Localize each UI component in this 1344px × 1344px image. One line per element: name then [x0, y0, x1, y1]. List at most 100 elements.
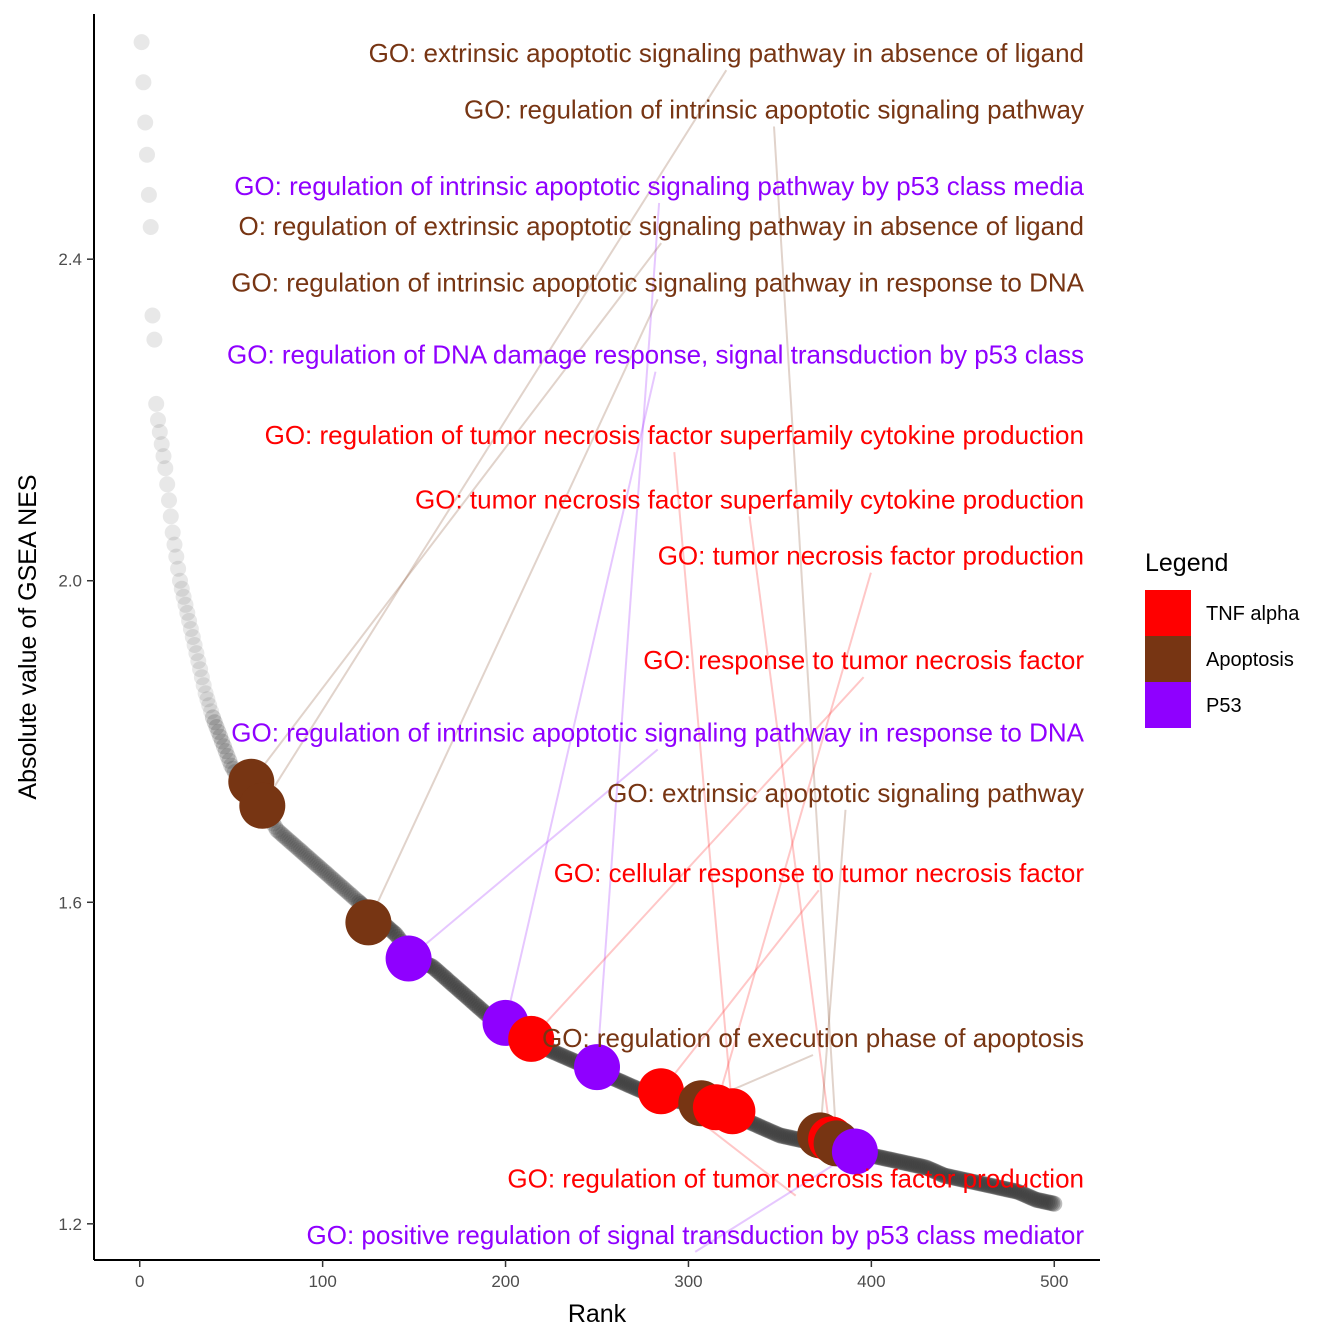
background-point [956, 1172, 973, 1188]
x-tick-label: 0 [135, 1272, 144, 1291]
background-point [142, 219, 159, 235]
x-axis-title: Rank [568, 1300, 627, 1328]
background-point [750, 1117, 766, 1134]
background-point [775, 1128, 792, 1145]
background-point [1046, 1195, 1063, 1212]
background-point [157, 460, 174, 477]
background-point [1033, 1192, 1050, 1209]
background-point [1028, 1191, 1044, 1208]
background-point [329, 875, 346, 891]
background-point [466, 995, 483, 1012]
go-term-label: GO: regulation of tumor necrosis factor … [265, 420, 1084, 450]
background-point [287, 838, 304, 854]
background-point [781, 1129, 798, 1146]
background-point [556, 1048, 573, 1065]
background-point [958, 1172, 975, 1189]
x-tick-label: 500 [1040, 1272, 1068, 1291]
background-point [995, 1180, 1012, 1197]
label-connector [367, 298, 659, 923]
go-term-label: GO: tumor necrosis factor superfamily cy… [415, 484, 1084, 514]
highlighted-point [239, 782, 286, 829]
background-point [144, 307, 161, 324]
background-point [312, 860, 329, 877]
go-term-label: GO: tumor necrosis factor production [658, 541, 1084, 571]
background-point [784, 1130, 801, 1147]
background-point [550, 1046, 567, 1063]
highlighted-point [709, 1088, 756, 1135]
background-point [932, 1166, 949, 1182]
background-point [557, 1049, 574, 1066]
background-point [462, 992, 479, 1009]
label-connector [504, 371, 657, 1024]
background-point [279, 831, 296, 848]
background-point [153, 436, 170, 453]
background-point [561, 1051, 578, 1067]
background-point [559, 1050, 576, 1067]
background-point [215, 738, 232, 755]
background-point [878, 1150, 894, 1167]
background-point [881, 1151, 898, 1168]
background-point [764, 1124, 781, 1141]
background-point [925, 1162, 942, 1179]
background-point [133, 34, 150, 51]
background-point [969, 1174, 986, 1191]
background-point [1022, 1189, 1039, 1206]
background-point [151, 424, 168, 440]
background-point [751, 1118, 768, 1135]
background-point [305, 854, 322, 871]
background-point [993, 1180, 1010, 1197]
background-point [910, 1157, 927, 1174]
background-point [770, 1126, 787, 1143]
background-point [285, 836, 302, 853]
legend-entries: TNF alpha Apoptosis P53 [1145, 590, 1300, 728]
background-point [334, 879, 351, 896]
background-point [901, 1155, 918, 1172]
background-point [340, 884, 357, 901]
go-term-label: GO: regulation of intrinsic apoptotic si… [464, 95, 1084, 125]
go-term-label: GO: regulation of intrinsic apoptotic si… [234, 171, 1084, 201]
highlighted-point [345, 899, 392, 946]
background-point [964, 1173, 980, 1190]
background-point [996, 1180, 1013, 1197]
background-point [976, 1176, 993, 1193]
background-point [766, 1125, 783, 1141]
background-point [947, 1170, 964, 1186]
background-point [762, 1123, 779, 1140]
background-point [274, 826, 291, 843]
label-connector [748, 516, 833, 1140]
background-point [887, 1152, 904, 1169]
background-point [276, 828, 293, 845]
label-connector [530, 676, 865, 1040]
background-point [777, 1128, 794, 1145]
background-point [343, 887, 360, 904]
background-point [281, 833, 298, 850]
background-point [212, 728, 229, 745]
background-point [620, 1076, 637, 1093]
y-axis-title: Absolute value of GSEA NES [14, 474, 42, 799]
go-term-label: GO: response to tumor necrosis factor [643, 645, 1084, 675]
background-point [190, 653, 207, 670]
background-point [951, 1170, 968, 1187]
x-axis-ticks: 0 100 200 300 400 500 [135, 1260, 1068, 1291]
background-point [985, 1178, 1002, 1195]
background-point [978, 1176, 995, 1193]
background-point [943, 1169, 960, 1186]
y-axis-ticks: 1.2 1.6 2.0 2.4 [58, 250, 94, 1234]
background-point [332, 878, 349, 895]
label-connector [250, 242, 662, 783]
background-point [1035, 1193, 1052, 1210]
background-point [883, 1151, 900, 1168]
background-point [757, 1121, 774, 1137]
background-point [146, 331, 163, 348]
background-point [221, 752, 238, 769]
background-point [468, 997, 485, 1014]
background-point [554, 1047, 571, 1064]
y-tick-label: 2.4 [58, 250, 82, 269]
background-point [140, 186, 157, 203]
background-point [431, 965, 448, 981]
background-point [464, 994, 481, 1010]
background-point [172, 572, 188, 589]
background-point [945, 1169, 962, 1186]
background-point [1040, 1194, 1057, 1211]
background-point [210, 723, 227, 740]
